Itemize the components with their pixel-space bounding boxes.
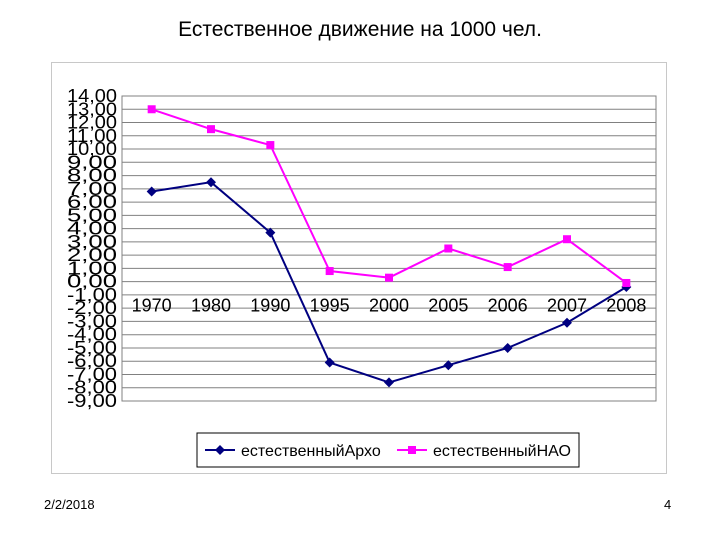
y-tick-label: 7,00 <box>67 179 117 199</box>
y-axis-tick-labels: 14,0013,0012,0011,0010,009,008,007,006,0… <box>67 86 117 411</box>
plot-area <box>121 95 657 402</box>
legend-label-1: естественныйАрхо <box>241 443 381 460</box>
y-tick-label: -7,00 <box>67 364 117 384</box>
data-point-2 <box>622 278 631 287</box>
y-tick-label: -1,00 <box>67 285 117 305</box>
y-tick-label: 0,00 <box>67 272 117 292</box>
y-tick-label: 2,00 <box>67 245 117 265</box>
y-tick-label: 9,00 <box>67 152 117 172</box>
y-tick-label: -6,00 <box>67 351 117 371</box>
data-point-1 <box>206 177 216 188</box>
x-axis-tick-labels: 1970 1980 1990 1995 2000 2005 2006 2007 2008 <box>132 296 647 316</box>
data-point-2 <box>444 244 453 253</box>
x-tick-label: 1970 <box>132 296 172 316</box>
legend-label-2: естественныйНАО <box>433 443 571 460</box>
footer-page-number: 4 <box>664 497 672 512</box>
y-tick-label: 12,00 <box>67 113 117 133</box>
chart-frame: 14,00 13,00 12,00 11,00 10,00 9,00 8,00 7,00 6,0… <box>51 62 667 474</box>
slide-title: Естественное движение на 1000 чел. <box>178 18 542 41</box>
data-point-2 <box>147 105 156 114</box>
data-point-2 <box>385 273 393 282</box>
x-tick-label: 2005 <box>428 296 468 316</box>
x-tick-label: 1990 <box>250 296 290 316</box>
x-tick-label: 2006 <box>488 296 528 316</box>
y-tick-label: -8,00 <box>67 378 117 398</box>
data-point-2 <box>207 125 215 134</box>
data-point-2 <box>563 235 571 244</box>
data-point-1 <box>443 360 454 371</box>
data-point-2 <box>325 267 334 276</box>
legend-box <box>196 432 580 468</box>
legend: естественныйАрхо естественныйНАО <box>196 432 580 468</box>
y-tick-label: -9,00 <box>67 391 117 411</box>
data-point-1 <box>324 357 335 368</box>
x-tick-label: 2008 <box>606 296 646 316</box>
data-point-1 <box>562 317 572 328</box>
y-tick-label: 14,00 <box>67 86 117 106</box>
data-point-2 <box>503 263 512 272</box>
legend-marker-2 <box>408 446 416 454</box>
legend-marker-1 <box>215 445 225 455</box>
x-tick-label: 1995 <box>310 296 350 316</box>
x-tick-label: 2007 <box>547 296 587 316</box>
line-chart: 14,0013,0012,0011,0010,009,008,007,006,0… <box>67 86 657 468</box>
y-tick-label: 6,00 <box>67 192 117 212</box>
footer-date: 2/2/2018 <box>44 497 95 512</box>
y-tick-label: 11,00 <box>67 126 117 146</box>
y-tick-label: -3,00 <box>67 311 117 331</box>
data-point-1 <box>502 342 513 353</box>
x-tick-label: 2000 <box>369 296 409 316</box>
y-tick-label: 3,00 <box>67 232 117 252</box>
y-tick-label: 4,00 <box>67 219 117 239</box>
y-tick-label: 5,00 <box>67 205 117 225</box>
x-tick-label: 1980 <box>191 296 231 316</box>
data-point-2 <box>266 141 275 150</box>
y-tick-label: -4,00 <box>67 325 117 345</box>
data-point-1 <box>265 227 276 238</box>
y-tick-label: 13,00 <box>67 99 117 119</box>
y-tick-label: -5,00 <box>67 338 117 358</box>
y-tick-label: 8,00 <box>67 166 117 186</box>
data-point-1 <box>146 186 157 197</box>
y-tick-label: -2,00 <box>67 298 117 318</box>
series-markers <box>146 105 632 388</box>
y-tick-label: 10,00 <box>67 139 117 159</box>
y-tick-label: 1,00 <box>67 258 117 278</box>
data-point-1 <box>384 377 394 388</box>
